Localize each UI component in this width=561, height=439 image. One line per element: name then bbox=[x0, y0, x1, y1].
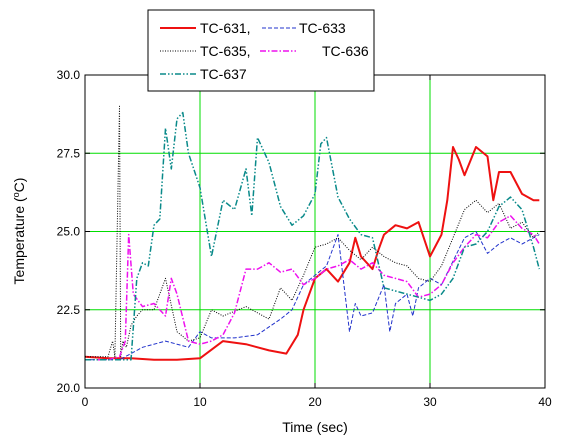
x-axis-label: Time (sec) bbox=[282, 419, 348, 435]
legend-label-tc631: TC-631, bbox=[200, 20, 251, 36]
series-line-tc-633 bbox=[85, 231, 540, 361]
y-axis-label-suffix: C) bbox=[11, 178, 27, 193]
axis-ticks: 0 10 20 30 40 20.0 22.5 25.0 27.5 30.0 bbox=[57, 68, 552, 409]
y-axis-label-prefix: Temperature ( bbox=[11, 197, 27, 284]
x-tick-label: 30 bbox=[423, 395, 437, 409]
legend-label-tc636: TC-636 bbox=[322, 43, 369, 59]
y-tick-label: 27.5 bbox=[57, 146, 81, 160]
x-tick-label: 40 bbox=[538, 395, 552, 409]
y-tick-label: 22.5 bbox=[57, 303, 81, 317]
y-tick-label: 20.0 bbox=[57, 381, 81, 395]
series-line-tc-637 bbox=[85, 111, 541, 361]
x-tick-label: 10 bbox=[193, 395, 207, 409]
x-tick-label: 20 bbox=[308, 395, 322, 409]
grid-lines bbox=[85, 75, 545, 388]
series-line-tc-636 bbox=[85, 215, 540, 361]
y-tick-label: 30.0 bbox=[57, 68, 81, 82]
legend: TC-631, TC-633 TC-635, TC-636 TC-637 bbox=[147, 9, 375, 92]
legend-label-tc635: TC-635, bbox=[200, 43, 251, 59]
x-tick-label: 0 bbox=[82, 395, 89, 409]
series-group bbox=[84, 105, 541, 361]
legend-label-tc637: TC-637 bbox=[200, 66, 247, 82]
series-line-tc-631 bbox=[84, 146, 540, 361]
legend-label-tc633: TC-633 bbox=[299, 20, 346, 36]
y-tick-label: 25.0 bbox=[57, 225, 81, 239]
y-axis-label-sup: o bbox=[11, 192, 21, 197]
y-axis-label: Temperature (oC) bbox=[11, 178, 27, 285]
